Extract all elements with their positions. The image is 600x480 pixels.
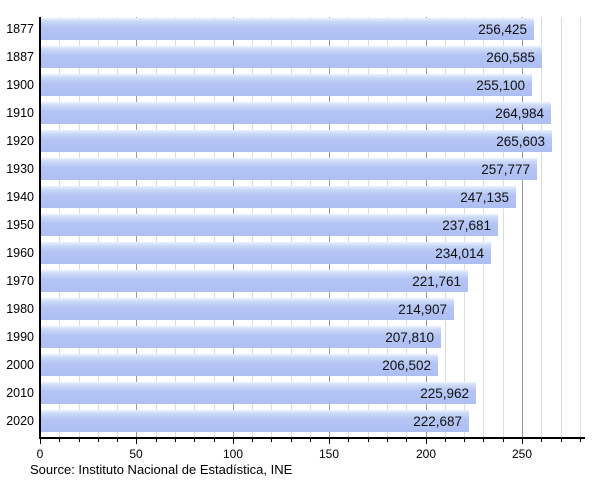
x-tick-minor <box>98 439 99 442</box>
x-tick-minor <box>156 439 157 442</box>
x-tick-minor <box>561 439 562 442</box>
x-tick-minor <box>348 439 349 442</box>
x-tick-minor <box>291 439 292 442</box>
y-axis-label-1930: 1930 <box>6 162 34 176</box>
x-tick-label-0: 0 <box>36 447 44 461</box>
bar-1990: 207,810 <box>40 326 441 348</box>
gridline-major <box>522 17 523 437</box>
x-tick-minor <box>541 439 542 442</box>
x-tick-label-50: 50 <box>129 447 143 461</box>
x-tick-minor <box>310 439 311 442</box>
y-axis-label-1887: 1887 <box>6 50 34 64</box>
x-axis-line <box>39 437 585 439</box>
y-axis-label-2020: 2020 <box>6 414 34 428</box>
x-tick-label-200: 200 <box>415 447 437 461</box>
x-tick-minor <box>580 439 581 442</box>
bar-1960: 234,014 <box>40 242 491 264</box>
bar-value-label: 247,135 <box>460 189 509 205</box>
x-tick-minor <box>406 439 407 442</box>
bar-1980: 214,907 <box>40 298 454 320</box>
x-tick-minor <box>445 439 446 442</box>
y-axis-line <box>39 17 41 438</box>
x-tick-minor <box>387 439 388 442</box>
y-axis-label-1920: 1920 <box>6 134 34 148</box>
bar-1940: 247,135 <box>40 186 516 208</box>
y-axis-label-2010: 2010 <box>6 386 34 400</box>
bar-value-label: 207,810 <box>385 329 434 345</box>
bar-2000: 206,502 <box>40 354 438 376</box>
bar-1900: 255,100 <box>40 74 532 96</box>
x-tick-minor <box>194 439 195 442</box>
x-tick-major <box>233 439 234 444</box>
y-axis-label-1960: 1960 <box>6 246 34 260</box>
y-axis-label-1990: 1990 <box>6 330 34 344</box>
bar-value-label: 206,502 <box>382 357 431 373</box>
gridline-minor <box>580 17 581 437</box>
y-axis-label-1877: 1877 <box>6 22 34 36</box>
bar-value-label: 222,687 <box>413 413 462 429</box>
x-tick-minor <box>483 439 484 442</box>
bar-value-label: 260,585 <box>486 49 535 65</box>
bar-1930: 257,777 <box>40 158 537 180</box>
x-tick-label-150: 150 <box>318 447 340 461</box>
x-tick-minor <box>252 439 253 442</box>
bar-2020: 222,687 <box>40 410 469 432</box>
y-axis-label-1950: 1950 <box>6 218 34 232</box>
bar-1887: 260,585 <box>40 46 542 68</box>
x-tick-major <box>426 439 427 444</box>
plot-area: 256,425 260,585 255,100 264,984 265,603 257,7… <box>40 17 585 437</box>
bar-value-label: 214,907 <box>398 301 447 317</box>
x-tick-minor <box>175 439 176 442</box>
x-tick-major <box>329 439 330 444</box>
x-tick-minor <box>59 439 60 442</box>
x-tick-minor <box>79 439 80 442</box>
x-tick-minor <box>117 439 118 442</box>
x-tick-minor <box>464 439 465 442</box>
x-tick-label-100: 100 <box>222 447 244 461</box>
x-tick-major <box>136 439 137 444</box>
y-axis-label-1910: 1910 <box>6 106 34 120</box>
bar-1920: 265,603 <box>40 130 552 152</box>
bar-1910: 264,984 <box>40 102 551 124</box>
x-tick-minor <box>271 439 272 442</box>
bar-value-label: 265,603 <box>496 133 545 149</box>
bar-value-label: 237,681 <box>442 217 491 233</box>
x-tick-major <box>522 439 523 444</box>
x-tick-label-250: 250 <box>511 447 533 461</box>
x-tick-minor <box>368 439 369 442</box>
y-axis-label-1980: 1980 <box>6 302 34 316</box>
source-note: Source: Instituto Nacional de Estadístic… <box>30 462 293 477</box>
bar-value-label: 256,425 <box>478 21 527 37</box>
bar-2010: 225,962 <box>40 382 476 404</box>
gridline-minor <box>541 17 542 437</box>
bar-1970: 221,761 <box>40 270 468 292</box>
y-axis-label-2000: 2000 <box>6 358 34 372</box>
gridline-minor <box>503 17 504 437</box>
bar-1877: 256,425 <box>40 18 534 40</box>
y-axis-label-1970: 1970 <box>6 274 34 288</box>
x-tick-minor <box>214 439 215 442</box>
bar-value-label: 234,014 <box>435 245 484 261</box>
gridline-minor <box>561 17 562 437</box>
bar-1950: 237,681 <box>40 214 498 236</box>
bar-value-label: 225,962 <box>420 385 469 401</box>
bar-value-label: 264,984 <box>495 105 544 121</box>
x-tick-major <box>40 439 41 444</box>
y-axis-label-1900: 1900 <box>6 78 34 92</box>
y-axis-label-1940: 1940 <box>6 190 34 204</box>
bar-value-label: 257,777 <box>481 161 530 177</box>
bar-value-label: 255,100 <box>476 77 525 93</box>
x-tick-minor <box>503 439 504 442</box>
bar-value-label: 221,761 <box>412 273 461 289</box>
